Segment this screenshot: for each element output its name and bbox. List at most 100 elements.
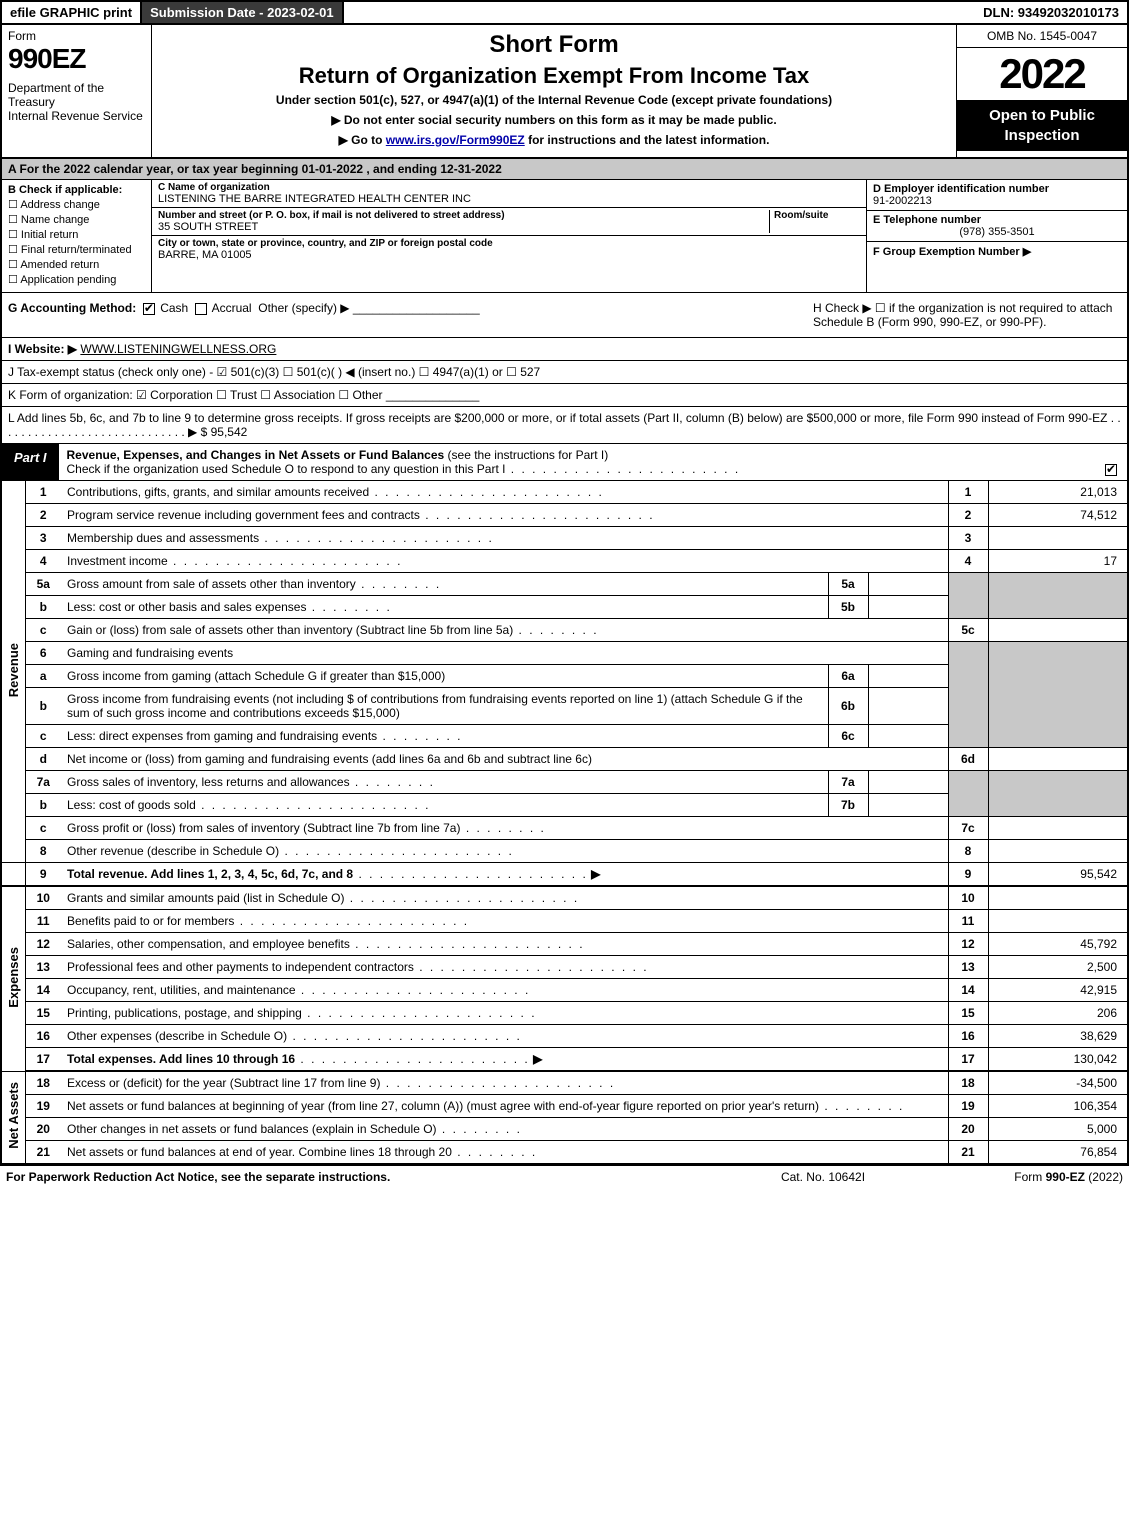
l19-num: 19 bbox=[25, 1095, 61, 1118]
col-def: D Employer identification number 91-2002… bbox=[867, 180, 1127, 292]
chk-name-change[interactable]: ☐ Name change bbox=[8, 213, 145, 226]
accounting-method-label: G Accounting Method: bbox=[8, 301, 136, 315]
l3-desc: Membership dues and assessments bbox=[61, 527, 948, 550]
footer-left: For Paperwork Reduction Act Notice, see … bbox=[6, 1170, 723, 1184]
subtitle: Under section 501(c), 527, or 4947(a)(1)… bbox=[160, 93, 948, 107]
part-1-title: Revenue, Expenses, and Changes in Net As… bbox=[59, 444, 1097, 480]
l6a-desc: Gross income from gaming (attach Schedul… bbox=[61, 665, 828, 688]
row-i-website: I Website: ▶ WWW.LISTENINGWELLNESS.ORG bbox=[0, 338, 1129, 361]
l6b-desc: Gross income from fundraising events (no… bbox=[61, 688, 828, 725]
chk-label-2: Initial return bbox=[21, 229, 78, 241]
row-l-gross-receipts: L Add lines 5b, 6c, and 7b to line 9 to … bbox=[0, 407, 1129, 444]
l6-desc: Gaming and fundraising events bbox=[61, 642, 948, 665]
l7a-sub: 7a bbox=[828, 771, 868, 794]
l6b-subval bbox=[868, 688, 948, 725]
part-1-title-rest: (see the instructions for Part I) bbox=[444, 448, 608, 462]
l21-amount: 76,854 bbox=[988, 1141, 1128, 1165]
l12-linenum: 12 bbox=[948, 933, 988, 956]
part-1-table: Revenue 1 Contributions, gifts, grants, … bbox=[0, 481, 1129, 1165]
footer-center: Cat. No. 10642I bbox=[723, 1170, 923, 1184]
page-footer: For Paperwork Reduction Act Notice, see … bbox=[0, 1165, 1129, 1188]
l1-linenum: 1 bbox=[948, 481, 988, 504]
l3-linenum: 3 bbox=[948, 527, 988, 550]
room-label: Room/suite bbox=[774, 210, 860, 221]
chk-cash[interactable] bbox=[143, 303, 155, 315]
chk-accrual[interactable] bbox=[195, 303, 207, 315]
chk-address-change[interactable]: ☐ Address change bbox=[8, 198, 145, 211]
chk-initial-return[interactable]: ☐ Initial return bbox=[8, 228, 145, 241]
l8-amount bbox=[988, 840, 1128, 863]
l2-num: 2 bbox=[25, 504, 61, 527]
header-right: OMB No. 1545-0047 2022 Open to Public In… bbox=[957, 25, 1127, 157]
revenue-vlabel: Revenue bbox=[1, 481, 25, 863]
irs-link[interactable]: www.irs.gov/Form990EZ bbox=[386, 133, 525, 147]
l10-num: 10 bbox=[25, 886, 61, 910]
l9-num: 9 bbox=[25, 863, 61, 887]
l16-desc: Other expenses (describe in Schedule O) bbox=[61, 1025, 948, 1048]
l10-desc: Grants and similar amounts paid (list in… bbox=[61, 886, 948, 910]
col-b-checkboxes: B Check if applicable: ☐ Address change … bbox=[2, 180, 152, 292]
l5c-linenum: 5c bbox=[948, 619, 988, 642]
chk-label-4: Amended return bbox=[20, 259, 99, 271]
part-1-header: Part I Revenue, Expenses, and Changes in… bbox=[0, 444, 1129, 481]
org-name-label: C Name of organization bbox=[158, 182, 860, 193]
website-label: I Website: ▶ bbox=[8, 342, 77, 356]
part-1-checkbox[interactable] bbox=[1097, 444, 1127, 480]
main-title: Return of Organization Exempt From Incom… bbox=[160, 63, 948, 89]
l18-desc: Excess or (deficit) for the year (Subtra… bbox=[61, 1071, 948, 1095]
l5c-desc: Gain or (loss) from sale of assets other… bbox=[61, 619, 948, 642]
l16-linenum: 16 bbox=[948, 1025, 988, 1048]
l7c-amount bbox=[988, 817, 1128, 840]
l11-desc: Benefits paid to or for members bbox=[61, 910, 948, 933]
l1-amount: 21,013 bbox=[988, 481, 1128, 504]
l5b-subval bbox=[868, 596, 948, 619]
l6a-subval bbox=[868, 665, 948, 688]
l4-desc: Investment income bbox=[61, 550, 948, 573]
l1-desc: Contributions, gifts, grants, and simila… bbox=[61, 481, 948, 504]
top-bar: efile GRAPHIC print Submission Date - 20… bbox=[0, 0, 1129, 25]
l19-amount: 106,354 bbox=[988, 1095, 1128, 1118]
l8-linenum: 8 bbox=[948, 840, 988, 863]
l15-num: 15 bbox=[25, 1002, 61, 1025]
l15-linenum: 15 bbox=[948, 1002, 988, 1025]
omb-number: OMB No. 1545-0047 bbox=[957, 25, 1127, 48]
form-word: Form bbox=[8, 29, 145, 43]
l2-amount: 74,512 bbox=[988, 504, 1128, 527]
l7b-subval bbox=[868, 794, 948, 817]
expenses-vlabel: Expenses bbox=[1, 886, 25, 1071]
l7b-num: b bbox=[25, 794, 61, 817]
l11-amount bbox=[988, 910, 1128, 933]
short-form-title: Short Form bbox=[160, 31, 948, 59]
l18-amount: -34,500 bbox=[988, 1071, 1128, 1095]
chk-final-return[interactable]: ☐ Final return/terminated bbox=[8, 243, 145, 256]
l6-grey-amt bbox=[988, 642, 1128, 748]
l15-amount: 206 bbox=[988, 1002, 1128, 1025]
l7a-subval bbox=[868, 771, 948, 794]
group-exemption-label: F Group Exemption Number ▶ bbox=[873, 246, 1031, 258]
row-j-text: J Tax-exempt status (check only one) - ☑… bbox=[8, 365, 540, 379]
l7b-desc: Less: cost of goods sold bbox=[61, 794, 828, 817]
l6d-desc: Net income or (loss) from gaming and fun… bbox=[61, 748, 948, 771]
l17-num: 17 bbox=[25, 1048, 61, 1072]
l15-desc: Printing, publications, postage, and shi… bbox=[61, 1002, 948, 1025]
l3-num: 3 bbox=[25, 527, 61, 550]
footer-right-bold: 990-EZ bbox=[1046, 1170, 1085, 1184]
l12-amount: 45,792 bbox=[988, 933, 1128, 956]
l9-amount: 95,542 bbox=[988, 863, 1128, 887]
department: Department of the Treasury Internal Reve… bbox=[8, 81, 145, 123]
l20-desc: Other changes in net assets or fund bala… bbox=[61, 1118, 948, 1141]
street-value: 35 SOUTH STREET bbox=[158, 221, 765, 233]
l17-desc: Total expenses. Add lines 10 through 16 … bbox=[61, 1048, 948, 1072]
chk-amended-return[interactable]: ☐ Amended return bbox=[8, 258, 145, 271]
part-1-check-line: Check if the organization used Schedule … bbox=[67, 462, 506, 476]
accrual-label: Accrual bbox=[212, 301, 252, 315]
efile-label: efile GRAPHIC print bbox=[2, 2, 142, 23]
col-c-org-info: C Name of organization LISTENING THE BAR… bbox=[152, 180, 867, 292]
chk-application-pending[interactable]: ☐ Application pending bbox=[8, 273, 145, 286]
l13-amount: 2,500 bbox=[988, 956, 1128, 979]
l13-linenum: 13 bbox=[948, 956, 988, 979]
l5b-num: b bbox=[25, 596, 61, 619]
l5a-desc: Gross amount from sale of assets other t… bbox=[61, 573, 828, 596]
chk-label-1: Name change bbox=[21, 214, 90, 226]
open-to-public: Open to Public Inspection bbox=[957, 100, 1127, 151]
